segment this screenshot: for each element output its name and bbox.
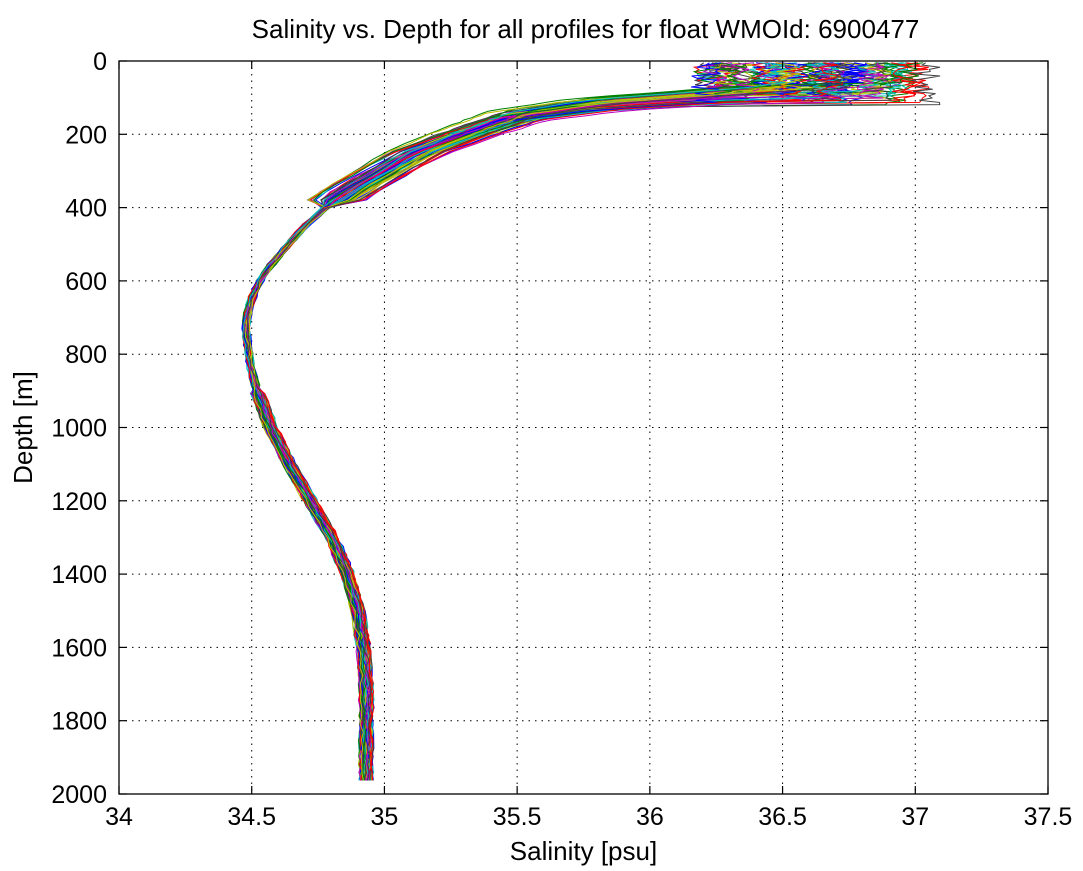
plot-area bbox=[119, 61, 1048, 794]
y-axis-label: Depth [m] bbox=[8, 371, 38, 484]
x-tick-label: 36.5 bbox=[758, 803, 807, 831]
chart-title: Salinity vs. Depth for all profiles for … bbox=[252, 14, 920, 44]
y-tick-label: 1800 bbox=[51, 708, 107, 736]
x-tick-label: 37.5 bbox=[1024, 803, 1073, 831]
x-tick-label: 34.5 bbox=[227, 803, 276, 831]
y-tick-label: 1600 bbox=[51, 634, 107, 662]
x-tick-label: 36 bbox=[636, 803, 664, 831]
grid-lines bbox=[119, 61, 1048, 794]
y-tick-label: 1400 bbox=[51, 561, 107, 589]
y-tick-label: 800 bbox=[65, 341, 107, 369]
x-axis-label: Salinity [psu] bbox=[510, 836, 657, 866]
y-tick-label: 400 bbox=[65, 195, 107, 223]
y-tick-label: 1200 bbox=[51, 488, 107, 516]
x-tick-label: 37 bbox=[901, 803, 929, 831]
y-tick-label: 1000 bbox=[51, 415, 107, 443]
y-tick-label: 0 bbox=[93, 48, 107, 76]
x-tick-label: 35.5 bbox=[493, 803, 542, 831]
profile-lines bbox=[241, 62, 941, 781]
profile-line bbox=[248, 62, 793, 781]
profile-line bbox=[242, 62, 721, 781]
x-tick-label: 34 bbox=[105, 803, 133, 831]
y-tick-label: 200 bbox=[65, 121, 107, 149]
axis-ticks: 34 34.5 35 35.5 36 36.5 37 37.5 0 200 400 600 800 100… bbox=[51, 48, 1072, 831]
y-tick-label: 600 bbox=[65, 268, 107, 296]
x-tick-label: 35 bbox=[371, 803, 399, 831]
profile-line bbox=[246, 62, 850, 781]
y-tick-label: 2000 bbox=[51, 781, 107, 809]
profile-line bbox=[244, 62, 802, 781]
